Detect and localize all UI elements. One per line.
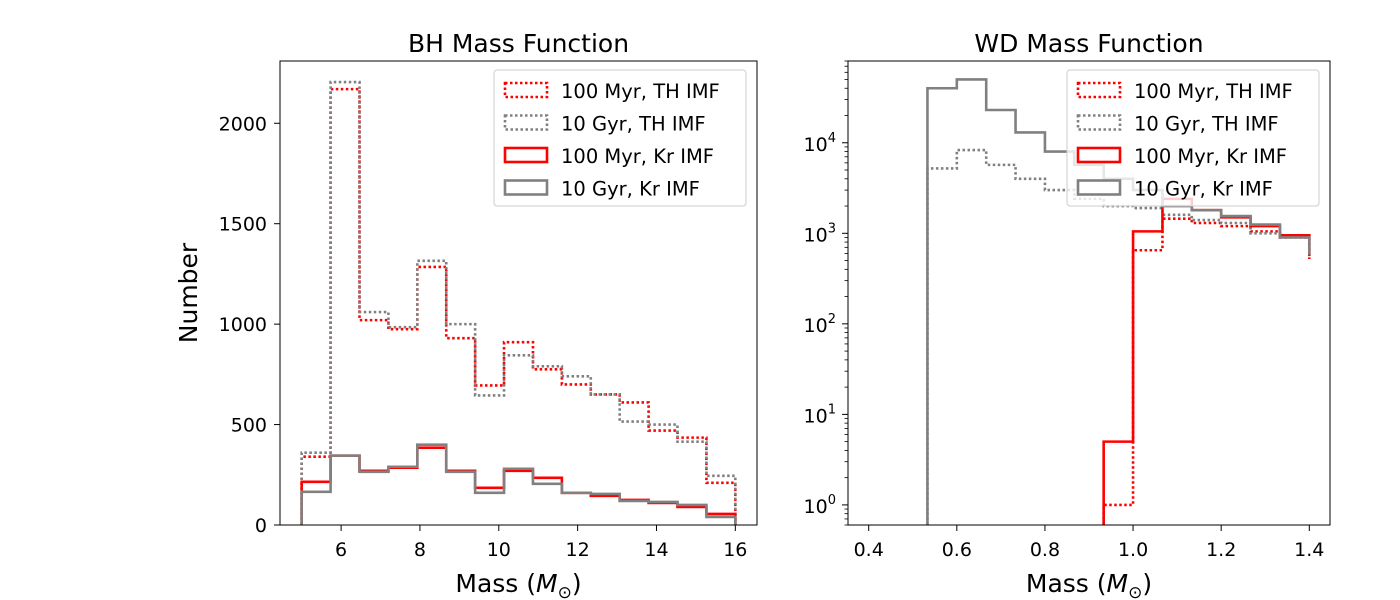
legend-label: 100 Myr, Kr IMF [561,145,714,168]
series-2-step-line [300,80,737,525]
y-tick-exponent: 4 [828,131,836,146]
chart-panel-1: 6 8 10 12 14 16 0 500 1000 1500 2000 BH Mass Functi… [174,29,758,600]
legend-swatch [1076,114,1122,131]
x-tick-label: 10 [487,539,511,561]
x-axis-label-part: ⊙ [1128,583,1142,600]
x-axis-label: Mass (M⊙) [455,569,581,600]
legend-label: 10 Gyr, Kr IMF [561,178,700,201]
y-tick-label: 102 [804,312,836,337]
legend-box [1066,69,1320,207]
y-tick-label: 0 [255,515,267,537]
x-axis-label-part: Mass ( [455,569,536,598]
x-tick-label: 8 [414,539,426,561]
series-2-step-line [926,148,1311,525]
chart-title: BH Mass Function [408,29,629,58]
legend-box [493,69,747,207]
legend-swatch [1076,81,1122,99]
x-axis-label-part: M [1107,569,1129,598]
legend-label: 10 Gyr, TH IMF [561,113,706,136]
y-tick-label: 101 [804,402,836,427]
y-tick-exponent: 2 [828,312,836,327]
x-axis-label: Mass (M⊙) [1026,569,1152,600]
x-tick-label: 14 [644,539,668,561]
y-tick-base: 10 [804,315,828,337]
legend: 100 Myr, TH IMF 10 Gyr, TH IMF 100 Myr, Kr… [493,69,747,207]
legend-label: 10 Gyr, Kr IMF [1134,178,1273,201]
x-tick-label: 12 [566,539,590,561]
x-tick-label: 6 [335,539,347,561]
y-tick-base: 10 [804,496,828,518]
x-axis-label-part: Mass ( [1026,569,1107,598]
x-axis-label-part: ) [1142,569,1152,598]
series-1-step-line [1102,217,1311,525]
x-tick-label: 1.0 [1118,539,1148,561]
series-4-step-line [300,443,737,525]
legend-label: 100 Myr, TH IMF [1134,80,1293,103]
y-tick-label: 100 [804,493,836,518]
y-tick-exponent: 1 [828,402,836,417]
x-axis-label-part: ) [572,569,582,598]
legend-label: 100 Myr, TH IMF [561,80,720,103]
chart-title: WD Mass Function [974,29,1203,58]
plot-frame [847,60,1331,526]
x-tick-label: 1.4 [1294,539,1324,561]
plot-frame [279,60,758,526]
x-axis-label-part: ⊙ [558,583,572,600]
y-tick-base: 10 [804,134,828,156]
y-tick-exponent: 0 [828,493,836,508]
y-tick-base: 10 [804,224,828,246]
legend-swatch [503,179,549,196]
x-tick-label: 0.6 [942,539,972,561]
y-tick-exponent: 3 [828,221,836,236]
x-tick-label: 1.2 [1206,539,1236,561]
y-tick-label: 1500 [219,214,267,236]
series-3-step-line [300,446,737,525]
legend-swatch [503,146,549,164]
y-tick-label: 104 [804,131,836,156]
legend-label: 10 Gyr, TH IMF [1134,113,1279,136]
legend-swatch [1076,146,1122,164]
legend: 100 Myr, TH IMF 10 Gyr, TH IMF 100 Myr, Kr… [1066,69,1320,207]
legend-swatch [503,81,549,99]
x-axis-label-part: M [536,569,558,598]
legend-swatch [1076,179,1122,196]
y-tick-label: 103 [804,221,836,246]
legend-swatch [503,114,549,131]
x-tick-label: 0.8 [1030,539,1060,561]
series-3-step-line [1102,197,1311,525]
y-axis-label: Number [174,242,203,343]
series-1-step-line [300,87,737,525]
x-tick-label: 16 [723,539,747,561]
y-tick-base: 10 [804,405,828,427]
y-tick-label: 1000 [219,314,267,336]
x-tick-label: 0.4 [854,539,884,561]
y-tick-label: 500 [231,415,267,437]
legend-label: 100 Myr, Kr IMF [1134,145,1287,168]
y-tick-label: 2000 [219,113,267,135]
